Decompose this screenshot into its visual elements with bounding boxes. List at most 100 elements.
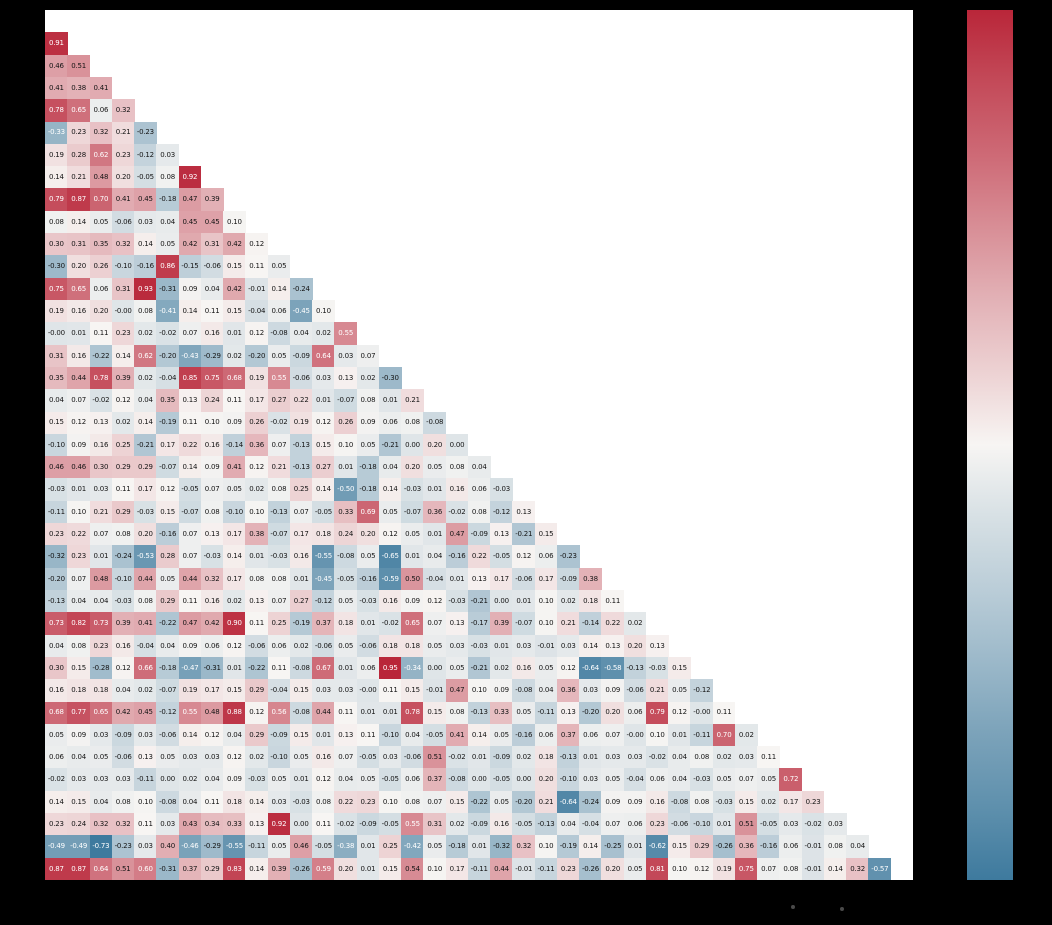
heatmap-cell: 0.64 <box>89 857 113 881</box>
heatmap-cell: 0.11 <box>312 813 335 836</box>
heatmap-cell: 0.03 <box>823 813 847 836</box>
heatmap-cell: 0.10 <box>134 790 157 814</box>
heatmap-cell: 0.42 <box>111 701 135 725</box>
heatmap-cell: 0.09 <box>490 679 513 703</box>
heatmap-cell: 0.43 <box>178 813 202 836</box>
heatmap-cell: 0.13 <box>245 813 269 836</box>
heatmap-cell: -0.08 <box>423 411 447 435</box>
heatmap-cell: 0.10 <box>223 210 246 234</box>
heatmap-cell: 0.15 <box>312 433 335 457</box>
heatmap-cell: 0.44 <box>312 701 335 725</box>
heatmap-cell: 0.69 <box>356 500 380 524</box>
heatmap-cell: 0.05 <box>712 768 736 792</box>
heatmap-cell: 0.07 <box>601 813 625 836</box>
heatmap-cell: 0.38 <box>579 567 602 591</box>
heatmap-cell: 0.03 <box>334 344 358 368</box>
heatmap-cell: -0.19 <box>156 411 180 435</box>
heatmap-cell: 0.29 <box>111 500 135 524</box>
heatmap-cell: 0.12 <box>668 701 691 725</box>
heatmap-cell: 0.09 <box>178 277 202 301</box>
heatmap-cell: 0.31 <box>423 813 447 836</box>
heatmap-cell: -0.06 <box>401 746 424 769</box>
heatmap-cell: -0.05 <box>512 813 536 836</box>
heatmap-cell: 0.00 <box>156 768 180 792</box>
heatmap-cell: -0.04 <box>156 366 180 390</box>
heatmap-cell: 0.72 <box>779 768 803 792</box>
heatmap-cell: -0.02 <box>645 746 669 769</box>
heatmap-cell: -0.02 <box>445 500 469 524</box>
heatmap-cell: 0.48 <box>89 166 113 189</box>
heatmap-cell: -0.22 <box>467 790 491 814</box>
heatmap-cell: 0.01 <box>378 389 402 413</box>
heatmap-cell: -0.21 <box>467 590 491 613</box>
heatmap-cell: 0.12 <box>245 322 269 346</box>
heatmap-cell: 0.05 <box>445 656 469 680</box>
heatmap-cell: -0.09 <box>467 813 491 836</box>
heatmap-cell: 0.15 <box>223 255 246 279</box>
heatmap-cell: 0.14 <box>134 411 157 435</box>
heatmap-cell: 0.16 <box>445 478 469 502</box>
heatmap-cell: 0.64 <box>312 344 335 368</box>
heatmap-cell: 0.08 <box>134 300 157 323</box>
heatmap-cell: -0.03 <box>401 478 424 502</box>
heatmap-cell: 0.16 <box>378 590 402 613</box>
heatmap-cell: 0.01 <box>445 567 469 591</box>
heatmap-cell: 0.91 <box>45 32 68 56</box>
heatmap-cell: -0.04 <box>134 634 157 658</box>
heatmap-cell: 0.03 <box>556 634 580 658</box>
heatmap-cell: 0.08 <box>779 857 803 881</box>
heatmap-cell: 0.04 <box>134 389 157 413</box>
heatmap-cell: 0.15 <box>67 790 90 814</box>
heatmap-cell: 0.00 <box>423 656 447 680</box>
heatmap-cell: -0.03 <box>712 790 736 814</box>
heatmap-cell: 0.68 <box>223 366 246 390</box>
heatmap-cell: 0.13 <box>645 634 669 658</box>
heatmap-cell: 0.02 <box>134 366 157 390</box>
heatmap-cell: 0.06 <box>779 835 803 859</box>
heatmap-cell: 0.02 <box>289 634 313 658</box>
heatmap-cell: -0.16 <box>757 835 780 859</box>
heatmap-cell: -0.03 <box>111 590 135 613</box>
heatmap-cell: 0.18 <box>378 634 402 658</box>
heatmap-cell: 0.04 <box>89 590 113 613</box>
heatmap-cell: 0.07 <box>267 590 291 613</box>
heatmap-cell: -0.07 <box>178 500 202 524</box>
heatmap-cell: -0.73 <box>89 835 113 859</box>
heatmap-cell: 0.23 <box>801 790 825 814</box>
heatmap-cell: 0.32 <box>200 567 224 591</box>
colorbar <box>967 10 1013 880</box>
heatmap-cell: 0.05 <box>267 344 291 368</box>
heatmap-cell: 0.16 <box>67 300 90 323</box>
heatmap-cell: 0.14 <box>178 723 202 747</box>
heatmap-cell: -0.30 <box>45 255 68 279</box>
heatmap-cell: -0.23 <box>556 545 580 569</box>
heatmap-cell: -0.05 <box>356 746 380 769</box>
heatmap-cell: 0.46 <box>67 456 90 479</box>
heatmap-cell: -0.02 <box>801 813 825 836</box>
heatmap-cell: 0.00 <box>289 813 313 836</box>
heatmap-cell: 0.85 <box>178 366 202 390</box>
heatmap-cell: 0.16 <box>312 746 335 769</box>
heatmap-cell: 0.12 <box>223 634 246 658</box>
heatmap-cell: -0.15 <box>178 255 202 279</box>
heatmap-cell: -0.14 <box>579 612 602 636</box>
heatmap-cell: 0.00 <box>467 768 491 792</box>
heatmap-cell: -0.22 <box>245 656 269 680</box>
heatmap-cell: 0.15 <box>378 857 402 881</box>
heatmap-cell: 0.65 <box>67 99 90 123</box>
heatmap-cell: 0.23 <box>645 813 669 836</box>
heatmap-cell: 0.22 <box>334 790 358 814</box>
heatmap-cell: -0.41 <box>156 300 180 323</box>
heatmap-cell: 0.39 <box>490 612 513 636</box>
heatmap-cell: -0.03 <box>467 634 491 658</box>
heatmap-cell: 0.13 <box>245 590 269 613</box>
heatmap-cell: 0.11 <box>89 322 113 346</box>
heatmap-cell: 0.01 <box>67 478 90 502</box>
heatmap-cell: 0.03 <box>579 679 602 703</box>
heatmap-cell: 0.17 <box>289 523 313 546</box>
heatmap-cell: 0.19 <box>289 411 313 435</box>
heatmap-cell: 0.05 <box>378 500 402 524</box>
heatmap-cell: -0.04 <box>267 679 291 703</box>
heatmap-cell: 0.04 <box>45 389 68 413</box>
heatmap-cell: 0.11 <box>111 478 135 502</box>
